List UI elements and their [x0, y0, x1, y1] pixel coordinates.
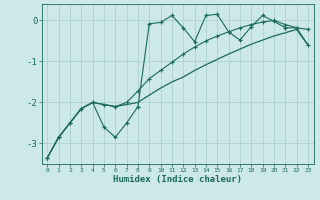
- X-axis label: Humidex (Indice chaleur): Humidex (Indice chaleur): [113, 175, 242, 184]
